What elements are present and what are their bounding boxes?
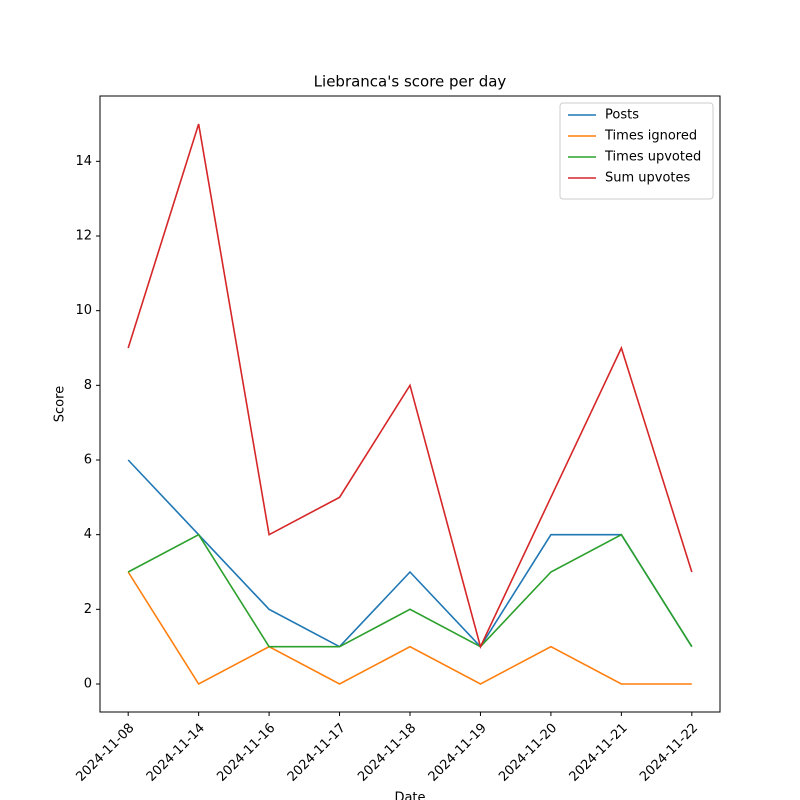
chart-title: Liebranca's score per day bbox=[314, 73, 507, 91]
series-line bbox=[127, 571, 692, 686]
y-axis-label: Score bbox=[53, 386, 68, 422]
legend-label: Sum upvotes bbox=[605, 171, 691, 186]
legend-label: Times upvoted bbox=[604, 150, 701, 165]
plot-frame bbox=[99, 95, 721, 713]
legend-label: Times ignored bbox=[604, 129, 697, 144]
series-line bbox=[127, 123, 693, 649]
legend-label: Posts bbox=[605, 108, 639, 123]
y-tick-label: 14 bbox=[75, 154, 92, 169]
y-tick-label: 4 bbox=[84, 527, 92, 542]
y-tick-label: 10 bbox=[75, 303, 92, 318]
legend-box bbox=[559, 102, 714, 200]
y-tick-label: 6 bbox=[84, 453, 92, 468]
x-axis-label: Date bbox=[394, 791, 425, 800]
y-tick-label: 12 bbox=[75, 229, 92, 244]
series-line bbox=[127, 459, 693, 648]
y-tick-label: 2 bbox=[84, 602, 92, 617]
series-line bbox=[127, 533, 693, 648]
y-tick-label: 8 bbox=[84, 378, 92, 393]
y-tick-label: 0 bbox=[84, 677, 92, 692]
